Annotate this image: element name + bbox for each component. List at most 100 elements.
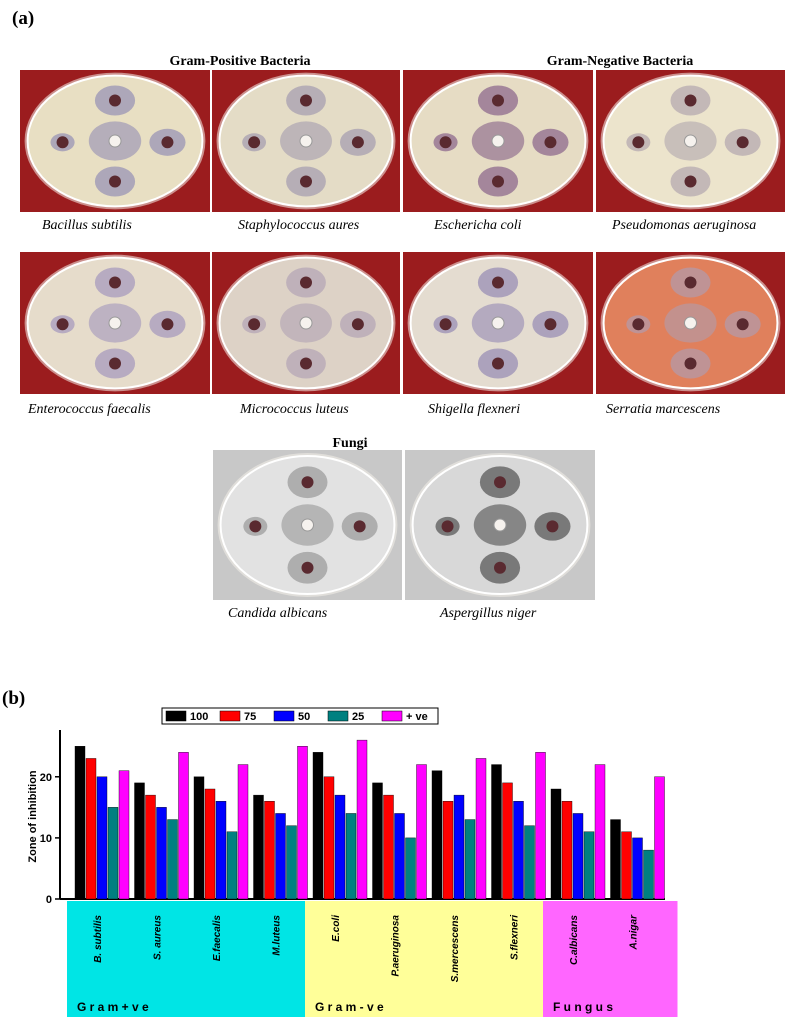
bar-50-8: [572, 813, 584, 900]
control-well: [491, 134, 505, 148]
plate-photo-escherichia-coli: [403, 70, 593, 212]
bar-75-1: [145, 794, 156, 900]
category-label-3: M.luteus: [272, 915, 283, 956]
bar-75-0: [85, 758, 97, 900]
bar-50-2: [215, 801, 227, 900]
legend-swatch-4: [381, 710, 403, 722]
panel-b-label: (b): [2, 688, 26, 709]
sample-well: [684, 357, 697, 370]
sample-well: [494, 561, 506, 574]
y-tick-label: 20: [40, 772, 52, 784]
bar-100-9: [610, 819, 621, 900]
sample-well: [684, 276, 697, 289]
plate-photo-candida: [213, 450, 402, 600]
bar-50-4: [334, 794, 346, 900]
gram-positive-title: Gram-Positive Bacteria: [169, 54, 311, 69]
bar-25-8: [583, 831, 595, 900]
bar-50-3: [275, 813, 286, 900]
y-tick-label: 0: [46, 894, 52, 906]
bar-ve-9: [654, 776, 665, 900]
sample-well: [300, 94, 312, 107]
bar-50-1: [156, 807, 167, 900]
sample-well: [161, 136, 174, 149]
bar-ve-3: [297, 746, 308, 900]
bar-25-7: [524, 825, 535, 900]
bar-25-5: [405, 837, 416, 900]
caption-enterococcus: Enterococcus faecalis: [28, 402, 151, 417]
bar-100-1: [134, 782, 145, 900]
control-well: [299, 134, 313, 148]
caption-pseudomonas: Pseudomonas aeruginosa: [612, 218, 757, 233]
plate-photo-bacillus-subtilis: [20, 70, 210, 212]
legend-swatch-1: [219, 710, 241, 722]
bar-25-3: [286, 825, 297, 900]
category-label-1: S. aureus: [153, 915, 164, 960]
bar-50-9: [632, 837, 643, 900]
caption-serratia: Serratia marcescens: [606, 402, 721, 417]
bar-ve-1: [178, 752, 189, 900]
bar-75-9: [621, 831, 632, 900]
bar-100-3: [253, 794, 264, 900]
sample-well: [300, 175, 312, 188]
bar-ve-4: [356, 739, 368, 900]
sample-well: [300, 276, 312, 289]
category-label-7: S.flexneri: [510, 915, 521, 960]
category-label-4: E.coli: [331, 915, 342, 942]
bar-75-3: [264, 801, 275, 900]
category-label-2: E.faecalis: [212, 915, 223, 962]
bar-100-7: [491, 764, 502, 900]
caption-aspergillus: Aspergillus niger: [440, 606, 537, 621]
y-tick-label: 10: [40, 833, 52, 845]
sample-well: [300, 357, 312, 370]
sample-well: [109, 357, 121, 370]
sample-well: [544, 318, 557, 331]
bar-25-4: [345, 813, 357, 900]
caption-bacillus-subtilis: Bacillus subtilis: [42, 218, 132, 233]
sample-well: [109, 276, 121, 289]
control-well: [108, 134, 122, 148]
sample-well: [632, 136, 645, 149]
zone-of-inhibition-chart: G r a m + v e G r a m - v e F u n g u s 0 10…: [27, 707, 678, 1017]
bar-75-6: [442, 801, 454, 900]
category-label-8: C.albicans: [569, 915, 580, 965]
sample-well: [301, 561, 314, 574]
caption-staphylococcus: Staphylococcus aures: [238, 218, 360, 233]
group-band-1: [305, 901, 559, 1017]
bar-ve-7: [535, 752, 546, 900]
category-label-6: S.mercescens: [450, 915, 461, 983]
category-label-0: B. subtilis: [93, 915, 104, 963]
legend-label-1: 75: [244, 711, 256, 723]
bar-75-4: [323, 776, 335, 900]
group-band-2: [543, 901, 678, 1017]
sample-well: [56, 136, 69, 149]
bar-50-7: [513, 801, 524, 900]
sample-well: [248, 136, 261, 149]
plate-photo-aspergillus: [405, 450, 595, 600]
sample-well: [248, 318, 261, 331]
control-well: [491, 316, 505, 330]
category-label-9: A.nigar: [629, 914, 640, 951]
sample-well: [109, 175, 121, 188]
bar-75-5: [383, 794, 394, 900]
bar-100-8: [550, 788, 562, 900]
plate-photo-staphylococcus: [212, 70, 400, 212]
bar-75-8: [561, 801, 573, 900]
sample-well: [439, 136, 452, 149]
bar-50-0: [96, 776, 108, 900]
sample-well: [632, 318, 645, 331]
control-well: [493, 518, 507, 532]
legend-label-2: 50: [298, 711, 310, 723]
sample-well: [353, 520, 366, 533]
sample-well: [439, 318, 452, 331]
plate-photo-pseudomonas: [596, 70, 785, 212]
sample-well: [56, 318, 69, 331]
group-band-0: [67, 901, 321, 1017]
sample-well: [492, 175, 504, 188]
bar-25-0: [107, 807, 119, 900]
group-label-1: G r a m - v e: [315, 1000, 384, 1014]
bar-75-7: [502, 782, 513, 900]
bar-100-2: [193, 776, 205, 900]
caption-shigella: Shigella flexneri: [428, 402, 521, 417]
legend-swatch-2: [273, 710, 295, 722]
sample-well: [544, 136, 557, 149]
